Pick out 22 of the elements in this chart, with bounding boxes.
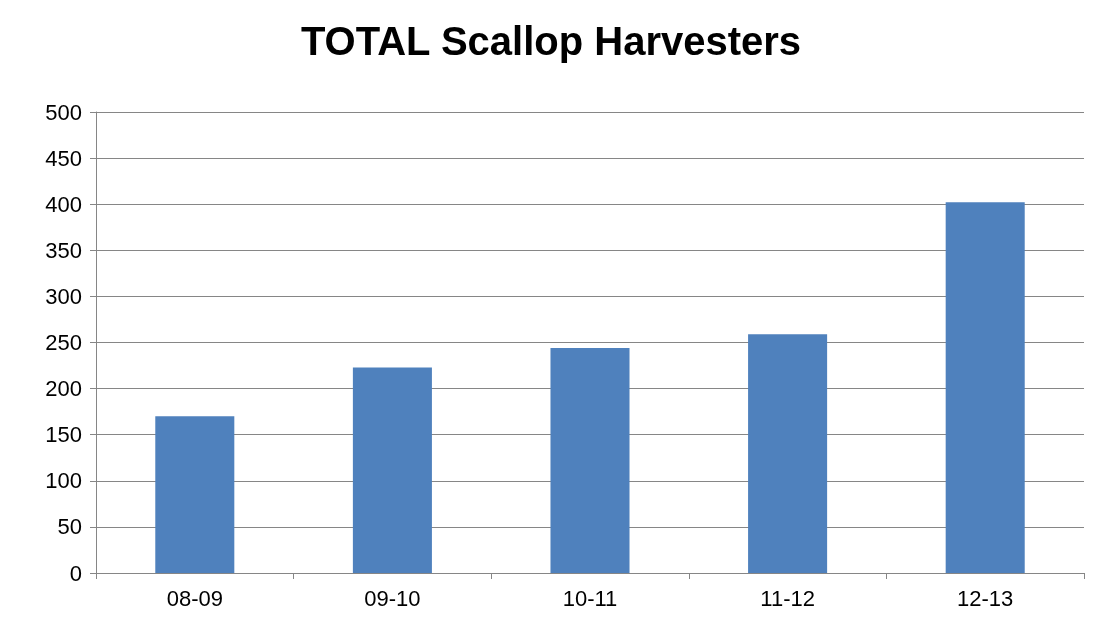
y-tick-label: 400 <box>45 191 82 217</box>
y-tick-label: 150 <box>45 422 82 448</box>
y-tick-label: 50 <box>57 514 82 540</box>
y-tick-label: 500 <box>45 99 82 125</box>
chart-title: TOTAL Scallop Harvesters <box>300 19 802 63</box>
y-tick-label: 450 <box>45 145 82 171</box>
x-tick-label: 11-12 <box>760 585 815 611</box>
y-tick-label: 350 <box>45 237 82 263</box>
bar <box>748 334 828 573</box>
y-tick-label: 200 <box>45 376 82 402</box>
x-tick-label: 10-11 <box>562 585 618 611</box>
x-tick-label: 08-09 <box>166 585 223 611</box>
bar <box>155 416 235 573</box>
x-tick-label: 09-10 <box>364 585 421 611</box>
y-tick-label: 250 <box>45 330 82 355</box>
y-tick-label: 100 <box>45 468 82 494</box>
bar <box>550 348 630 573</box>
bar <box>352 367 432 573</box>
y-tick-label: 0 <box>69 560 82 586</box>
x-tick-label: 12-13 <box>957 585 1014 611</box>
y-tick-label: 300 <box>45 283 82 309</box>
bar <box>945 202 1025 573</box>
